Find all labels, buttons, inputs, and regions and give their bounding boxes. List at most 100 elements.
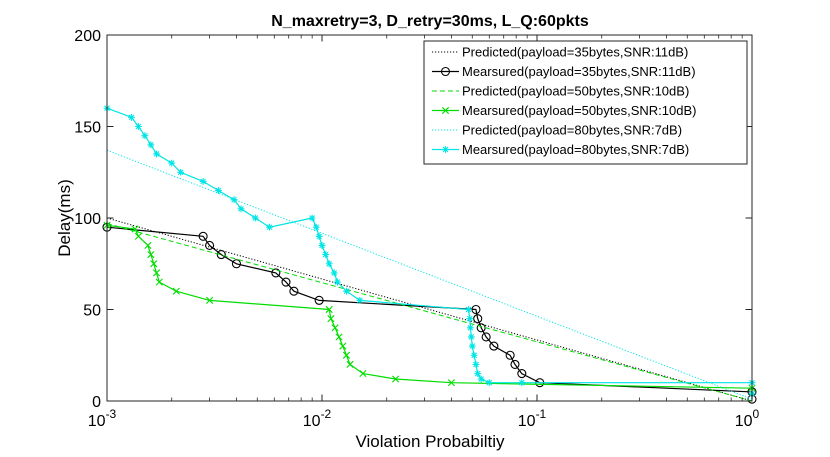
legend-marker bbox=[441, 106, 450, 115]
y-tick-label: 50 bbox=[83, 303, 101, 320]
legend-label: Mearsured(payload=35bytes,SNR:11dB) bbox=[462, 64, 696, 79]
data-point-x bbox=[150, 260, 158, 268]
data-point-star bbox=[266, 223, 273, 231]
data-point-circle bbox=[473, 314, 483, 324]
data-point-star bbox=[153, 150, 160, 158]
series-line bbox=[106, 217, 753, 402]
data-point-x bbox=[147, 251, 155, 259]
data-point-circle bbox=[510, 359, 520, 369]
data-point-circle bbox=[517, 368, 527, 379]
data-point-star bbox=[141, 132, 149, 140]
data-point-star bbox=[477, 375, 485, 383]
chart-title: N_maxretry=3, D_retry=30ms, L_Q:60pkts bbox=[271, 13, 589, 30]
data-point-star bbox=[330, 269, 338, 277]
data-point-x bbox=[327, 315, 335, 323]
data-point-x bbox=[205, 296, 214, 304]
y-tick-label: 0 bbox=[92, 394, 101, 411]
data-point-circle bbox=[271, 268, 281, 278]
legend-label: Predicted(payload=50bytes,SNR:10dB) bbox=[462, 84, 689, 99]
series-1 bbox=[106, 217, 753, 402]
data-point-circle bbox=[289, 286, 299, 296]
data-point-star bbox=[177, 168, 185, 176]
series-4 bbox=[103, 221, 756, 392]
data-point-x bbox=[155, 278, 163, 286]
data-point-x bbox=[325, 305, 333, 314]
legend-label: Mearsured(payload=80bytes,SNR:7dB) bbox=[462, 142, 689, 157]
data-point-star bbox=[468, 342, 476, 350]
data-point-star bbox=[466, 315, 474, 323]
data-point-star bbox=[230, 196, 238, 204]
x-tick-exponent: 0 bbox=[753, 407, 760, 421]
x-tick-exponent: -3 bbox=[106, 407, 117, 421]
data-point-circle bbox=[281, 277, 291, 287]
data-point-x bbox=[131, 225, 139, 233]
legend-label: Mearsured(payload=50bytes,SNR:10dB) bbox=[462, 103, 697, 118]
data-point-circle bbox=[489, 341, 499, 351]
data-point-x bbox=[339, 342, 347, 350]
data-point-star bbox=[128, 113, 135, 121]
legend-label: Predicted(payload=35bytes,SNR:11dB) bbox=[462, 45, 688, 60]
y-tick-label: 100 bbox=[74, 211, 101, 228]
series-layer bbox=[102, 104, 757, 404]
data-point-circle bbox=[198, 231, 208, 241]
data-point-circle bbox=[471, 304, 481, 315]
x-tick-exponent: -1 bbox=[536, 407, 547, 421]
data-point-star bbox=[199, 178, 207, 185]
legend-label: Predicted(payload=80bytes,SNR:7dB) bbox=[462, 123, 682, 138]
y-tick-label: 150 bbox=[74, 120, 101, 137]
data-point-star bbox=[466, 324, 474, 332]
data-point-circle bbox=[505, 350, 515, 360]
data-point-x bbox=[346, 360, 354, 368]
x-axis: 10-3 10-2 10-1 100 bbox=[88, 35, 760, 430]
data-point-x bbox=[172, 287, 180, 295]
data-point-star bbox=[467, 333, 475, 341]
data-point-circle bbox=[481, 332, 491, 342]
data-point-star bbox=[147, 141, 155, 149]
data-point-star bbox=[474, 370, 482, 377]
x-axis-title: Violation Probabiltiy bbox=[356, 432, 505, 451]
data-point-x bbox=[134, 232, 143, 240]
data-point-x bbox=[392, 375, 400, 383]
legend: Predicted(payload=35bytes,SNR:11dB) Mears… bbox=[423, 40, 748, 165]
data-point-star bbox=[168, 159, 176, 167]
data-point-star bbox=[356, 296, 364, 304]
y-axis: 0 50 100 150 200 bbox=[74, 28, 752, 411]
data-point-star bbox=[135, 123, 142, 130]
data-point-star bbox=[308, 214, 316, 222]
data-point-star bbox=[251, 214, 259, 222]
data-point-star bbox=[322, 251, 330, 258]
data-point-star bbox=[470, 351, 478, 359]
data-point-star bbox=[312, 223, 320, 231]
data-point-star bbox=[472, 361, 480, 368]
series-line bbox=[106, 149, 753, 400]
data-point-circle bbox=[231, 259, 241, 269]
y-axis-title: Delay(ms) bbox=[55, 179, 74, 256]
data-point-circle bbox=[216, 250, 226, 260]
data-point-star bbox=[334, 278, 341, 286]
data-point-x bbox=[152, 269, 161, 277]
data-point-circle bbox=[314, 295, 324, 305]
data-point-star bbox=[318, 242, 326, 249]
data-point-star bbox=[325, 260, 333, 268]
data-point-star bbox=[315, 232, 323, 240]
legend-box bbox=[423, 40, 748, 165]
data-point-x bbox=[335, 333, 343, 341]
series-5 bbox=[106, 149, 753, 400]
data-point-x bbox=[144, 241, 152, 250]
data-point-star bbox=[518, 379, 526, 387]
legend-marker bbox=[442, 146, 449, 153]
y-tick-label: 200 bbox=[74, 28, 101, 45]
series-6 bbox=[103, 104, 756, 398]
data-point-star bbox=[485, 379, 493, 387]
data-point-x bbox=[342, 351, 351, 359]
data-point-x bbox=[447, 379, 456, 387]
data-point-x bbox=[331, 324, 339, 332]
data-point-star bbox=[343, 287, 350, 295]
x-tick-exponent: -2 bbox=[321, 407, 332, 421]
data-point-star bbox=[215, 187, 222, 194]
data-point-star bbox=[465, 306, 472, 313]
data-point-circle bbox=[205, 240, 215, 250]
data-point-star bbox=[237, 205, 245, 213]
legend-marker bbox=[440, 66, 451, 77]
